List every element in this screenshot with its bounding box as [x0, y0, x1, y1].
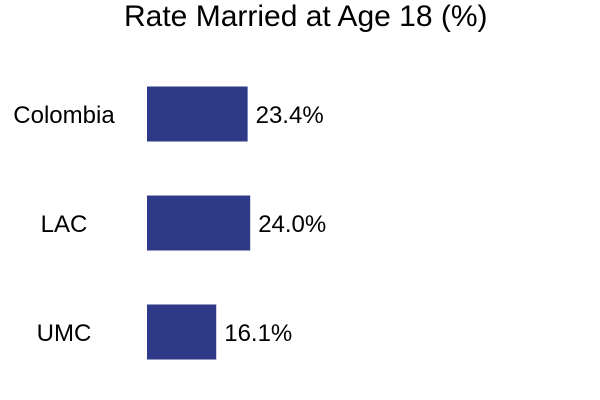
data-label: 16.1% — [224, 320, 292, 347]
bar — [147, 304, 217, 360]
chart-title: Rate Married at Age 18 (%) — [124, 0, 488, 33]
bar — [147, 86, 248, 142]
bar — [147, 195, 251, 251]
category-label: LAC — [41, 211, 88, 238]
category-label: Colombia — [13, 102, 115, 129]
data-label: 23.4% — [256, 102, 324, 129]
data-label: 24.0% — [258, 211, 326, 238]
category-label: UMC — [37, 320, 92, 347]
